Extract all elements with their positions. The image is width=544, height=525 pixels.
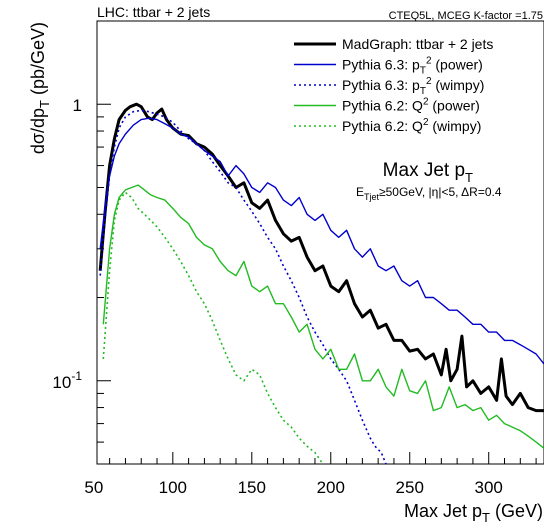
- x-tick-label: 100: [159, 478, 187, 497]
- legend-label: Pythia 6.2: Q2 (power): [342, 97, 480, 114]
- x-tick-label: 200: [317, 478, 345, 497]
- legend: MadGraph: ttbar + 2 jets Pythia 6.3: pT2 …: [294, 36, 493, 134]
- x-axis-title: Max Jet pT (GeV): [404, 501, 543, 525]
- header-left: LHC: ttbar + 2 jets: [97, 4, 210, 20]
- x-tick-label: 150: [238, 478, 266, 497]
- y-tick-label: 10-1: [52, 369, 82, 392]
- series-line-5: [102, 191, 324, 464]
- x-tick-label: 300: [475, 478, 503, 497]
- annotation: Max Jet pT ETjet≥50GeV, |η|<5, ΔR=0.4: [356, 160, 502, 202]
- x-tick-label: 250: [396, 478, 424, 497]
- series-lines: [98, 102, 544, 464]
- series-line-4: [102, 184, 544, 449]
- legend-label: MadGraph: ttbar + 2 jets: [342, 36, 493, 52]
- axis-ticks: 50 100 150 200 250 300 1 10-1: [52, 20, 537, 497]
- series-line-1: [98, 102, 544, 413]
- annotation-title: Max Jet pT: [383, 160, 473, 185]
- legend-label: Pythia 6.3: pT2 (power): [342, 56, 483, 77]
- series-line-2: [99, 117, 544, 365]
- series-line-3: [99, 109, 387, 464]
- legend-label: Pythia 6.3: pT2 (wimpy): [342, 76, 484, 97]
- header-right: CTEQ5L, MCEG K-factor =1.75: [389, 10, 543, 22]
- plot-frame: [96, 20, 544, 465]
- annotation-subtitle: ETjet≥50GeV, |η|<5, ΔR=0.4: [356, 185, 502, 202]
- y-axis-title: dσ/dpT (pb/GeV): [28, 22, 52, 154]
- legend-label: Pythia 6.2: Q2 (wimpy): [342, 117, 481, 134]
- x-tick-label: 50: [84, 478, 103, 497]
- y-tick-label: 1: [73, 96, 82, 115]
